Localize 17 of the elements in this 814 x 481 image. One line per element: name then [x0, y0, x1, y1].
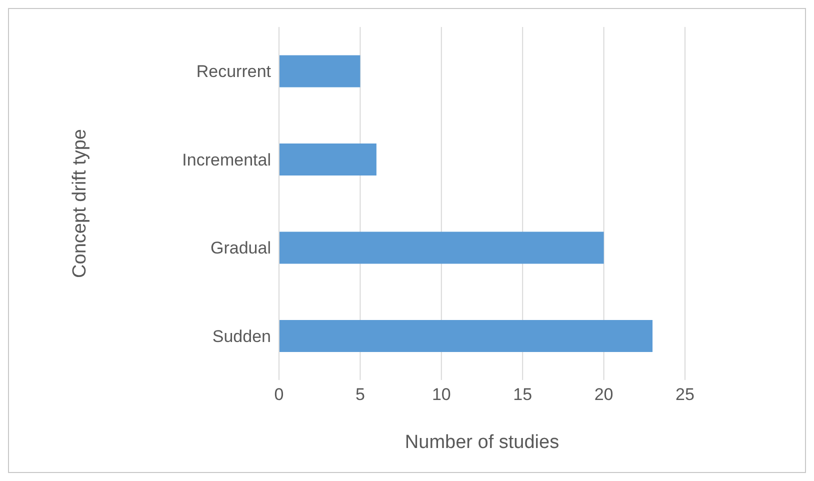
chart-frame: 0 5 10 15 20 25 Number of studies Recurrent Incremental Gradual Sudden Concept drift type: [8, 8, 806, 473]
y-tick-label: Incremental: [182, 150, 271, 170]
x-axis-title: Number of studies: [404, 432, 560, 453]
x-tick-label: 25: [676, 385, 694, 404]
x-tick-label: 0: [274, 385, 284, 404]
y-tick-label: Recurrent: [196, 62, 272, 82]
x-tick-label: 20: [594, 385, 614, 404]
y-tick-label: Sudden: [212, 326, 271, 346]
x-tick-label: 5: [355, 385, 365, 404]
bar: [279, 232, 604, 264]
x-tick-label: 15: [513, 385, 532, 404]
x-tick-label: 10: [432, 385, 451, 404]
y-axis-title: Concept drift type: [70, 129, 91, 278]
bar: [279, 55, 360, 88]
bar: [279, 320, 653, 352]
bar: [279, 143, 376, 176]
y-tick-label: Gradual: [210, 238, 271, 258]
